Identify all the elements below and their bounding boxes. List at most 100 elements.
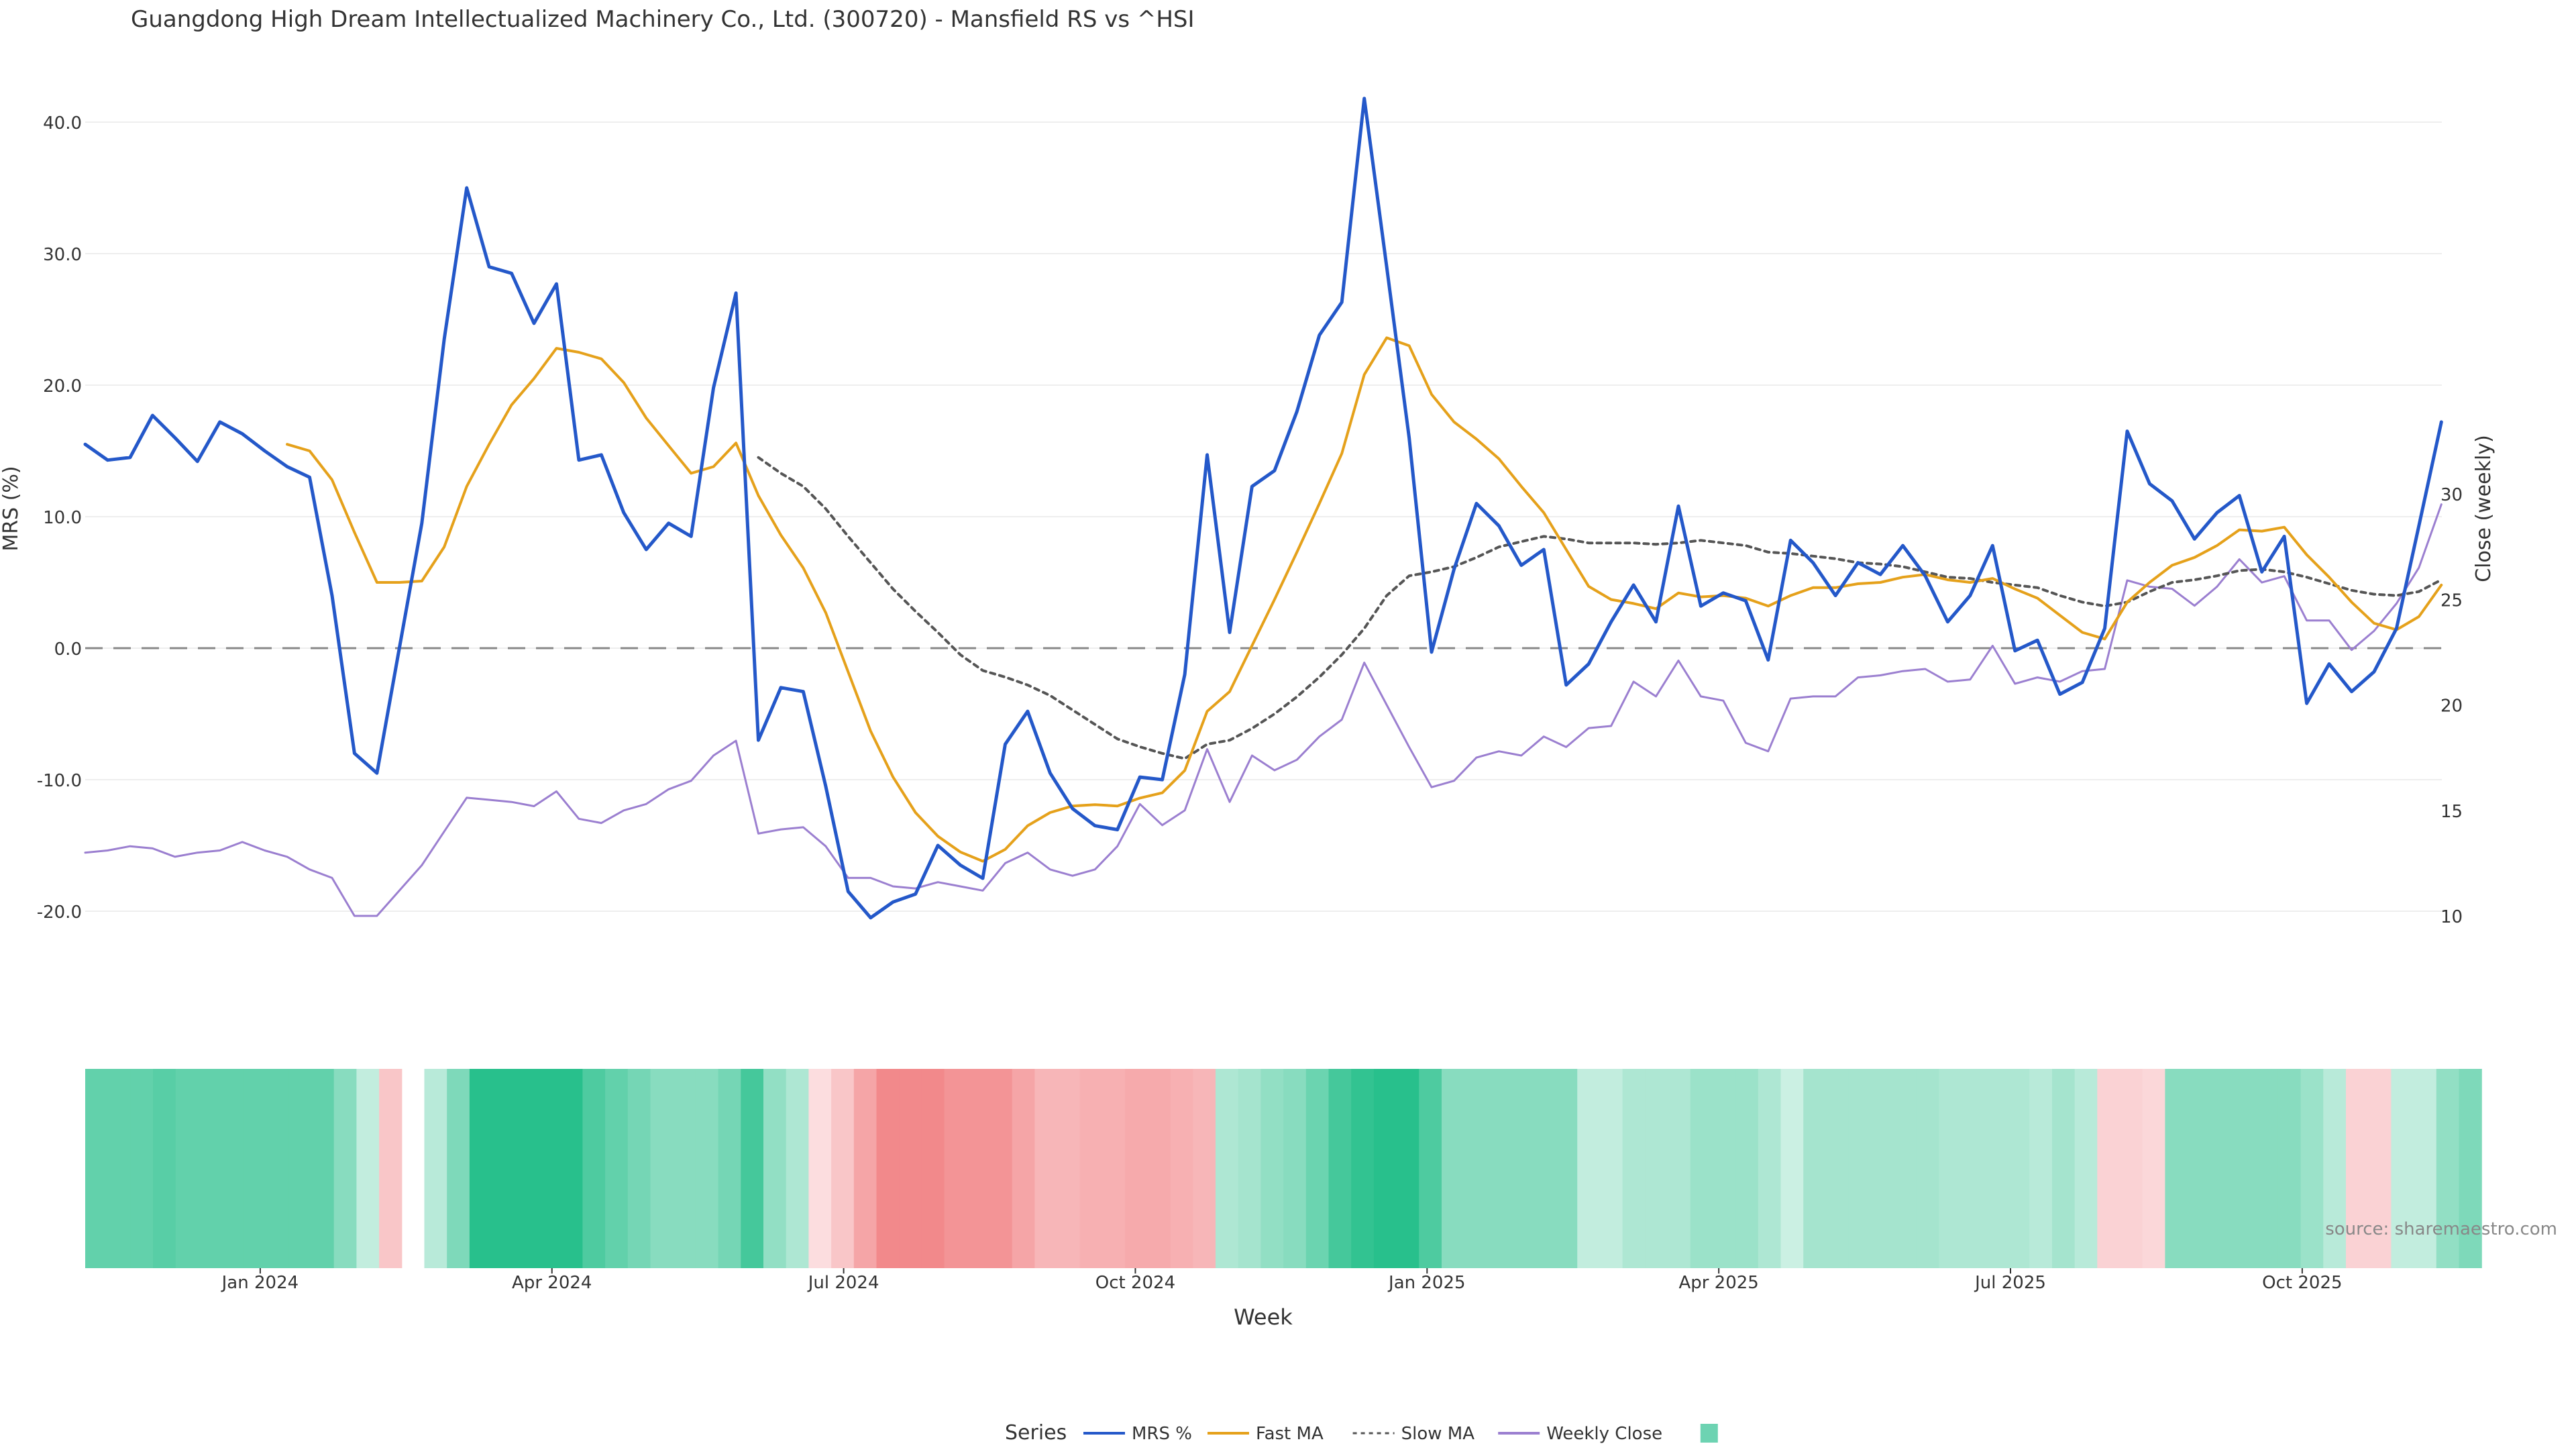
x-axis: Jan 2024 Apr 2024 Jul 2024 Oct 2024 Jan 2025… xyxy=(221,1268,2343,1293)
heatmap-cell xyxy=(1057,1069,1081,1268)
heatmap-cell xyxy=(808,1069,832,1268)
heatmap-cell xyxy=(469,1069,493,1268)
heatmap-cell xyxy=(2300,1069,2324,1268)
heatmap-cell xyxy=(627,1069,651,1268)
y-tick-label: 0.0 xyxy=(54,639,82,660)
heatmap-cell xyxy=(333,1069,357,1268)
heatmap-cell xyxy=(1668,1069,1691,1268)
heatmap-cell xyxy=(1713,1069,1736,1268)
heatmap-cell xyxy=(175,1069,199,1268)
heatmap-cell xyxy=(1871,1069,1894,1268)
heatmap-cell xyxy=(1487,1069,1510,1268)
x-tick-label: Jan 2024 xyxy=(221,1273,299,1293)
y-axis: -20.0 -10.0 0.0 10.0 20.0 30.0 40.0 xyxy=(37,113,82,923)
series-layer xyxy=(83,97,2443,920)
heatmap-cell xyxy=(447,1069,470,1268)
heatmap-cell xyxy=(1780,1069,1804,1268)
y2-tick-label: 20 xyxy=(2440,696,2463,717)
legend-item: Weekly Close xyxy=(1498,1424,1662,1444)
x-tick-label: Apr 2024 xyxy=(512,1273,592,1293)
heatmap-cell xyxy=(1373,1069,1397,1268)
y-tick-label: 10.0 xyxy=(43,508,82,528)
heatmap-cell xyxy=(311,1069,335,1268)
heatmap-cell xyxy=(1848,1069,1872,1268)
heatmap-cell xyxy=(1170,1069,1193,1268)
legend-item: MRS % xyxy=(1083,1424,1192,1444)
heatmap-cell xyxy=(582,1069,606,1268)
heatmap-cell xyxy=(243,1069,267,1268)
heatmap-cell xyxy=(944,1069,967,1268)
y2-tick-label: 15 xyxy=(2440,802,2463,822)
legend-label: Weekly Close xyxy=(1546,1424,1662,1444)
heatmap-cell xyxy=(1509,1069,1533,1268)
heatmap-cell xyxy=(2074,1069,2098,1268)
legend-label: Slow MA xyxy=(1401,1424,1475,1444)
series-line-mrs xyxy=(83,97,2443,920)
x-tick-label: Oct 2024 xyxy=(1095,1273,1175,1293)
heatmap-cell xyxy=(266,1069,289,1268)
heatmap-cell xyxy=(2210,1069,2234,1268)
heatmap-cell xyxy=(1193,1069,1216,1268)
legend-items: MRS % Fast MA Slow MA Weekly Close xyxy=(1083,1424,1718,1444)
heatmap-cell xyxy=(559,1069,583,1268)
legend-swatch-heatmap xyxy=(1700,1424,1718,1443)
heatmap-cell xyxy=(1328,1069,1352,1268)
heatmap-strip xyxy=(85,1069,2482,1268)
heatmap-cell xyxy=(379,1069,402,1268)
heatmap-cell xyxy=(718,1069,741,1268)
heatmap-cell xyxy=(1260,1069,1284,1268)
heatmap-cell xyxy=(1079,1069,1104,1268)
heatmap-cell xyxy=(1599,1069,1623,1268)
heatmap-cell xyxy=(605,1069,629,1268)
heatmap-cell xyxy=(2277,1069,2302,1268)
heatmap-cell xyxy=(2459,1069,2482,1268)
legend-title: Series xyxy=(1005,1421,1067,1445)
source-note: source: sharemaestro.com xyxy=(2325,1219,2557,1239)
series-line-fast-ma xyxy=(286,336,2443,863)
heatmap-cell xyxy=(1622,1069,1646,1268)
heatmap-cell xyxy=(2255,1069,2279,1268)
heatmap-cell xyxy=(2051,1069,2076,1268)
heatmap-cell xyxy=(1419,1069,1442,1268)
heatmap-cell xyxy=(967,1069,990,1268)
y-axis-label: MRS (%) xyxy=(0,466,23,551)
heatmap-cell xyxy=(831,1069,855,1268)
heatmap-cell xyxy=(2414,1069,2437,1268)
heatmap-cell xyxy=(2029,1069,2053,1268)
heatmap-cell xyxy=(1690,1069,1713,1268)
heatmap-cell xyxy=(1442,1069,1465,1268)
heatmap-cell xyxy=(2120,1069,2143,1268)
heatmap-cell xyxy=(2346,1069,2369,1268)
heatmap-cell xyxy=(288,1069,312,1268)
heatmap-cell xyxy=(2323,1069,2347,1268)
heatmap-cell xyxy=(650,1069,674,1268)
heatmap-cell xyxy=(1962,1069,1985,1268)
heatmap-cell xyxy=(1102,1069,1126,1268)
heatmap-cell xyxy=(2436,1069,2460,1268)
heatmap-cell xyxy=(786,1069,809,1268)
heatmap-cell xyxy=(2006,1069,2030,1268)
heatmap-cell xyxy=(673,1069,696,1268)
heatmap-cell xyxy=(899,1069,922,1268)
heatmap-cell xyxy=(763,1069,787,1268)
series-line-weekly-close xyxy=(84,503,2443,917)
x-tick-label: Jul 2024 xyxy=(807,1273,879,1293)
heatmap-cell xyxy=(2233,1069,2256,1268)
heatmap-cell xyxy=(695,1069,719,1268)
x-tick-label: Apr 2025 xyxy=(1678,1273,1758,1293)
heatmap-cell xyxy=(1825,1069,1849,1268)
heatmap-cell xyxy=(1894,1069,1917,1268)
heatmap-cell xyxy=(356,1069,380,1268)
heatmap-cell xyxy=(1012,1069,1035,1268)
heatmap-cell xyxy=(1034,1069,1058,1268)
heatmap-cell xyxy=(1939,1069,1962,1268)
legend-item: Slow MA xyxy=(1352,1424,1475,1444)
heatmap-cell xyxy=(989,1069,1013,1268)
grid-layer xyxy=(85,121,2442,912)
y-tick-label: 30.0 xyxy=(43,245,82,265)
series-line-slow-ma xyxy=(757,456,2443,760)
heatmap-cell xyxy=(424,1069,447,1268)
y-tick-label: -20.0 xyxy=(37,902,82,923)
heatmap-cell xyxy=(1351,1069,1375,1268)
